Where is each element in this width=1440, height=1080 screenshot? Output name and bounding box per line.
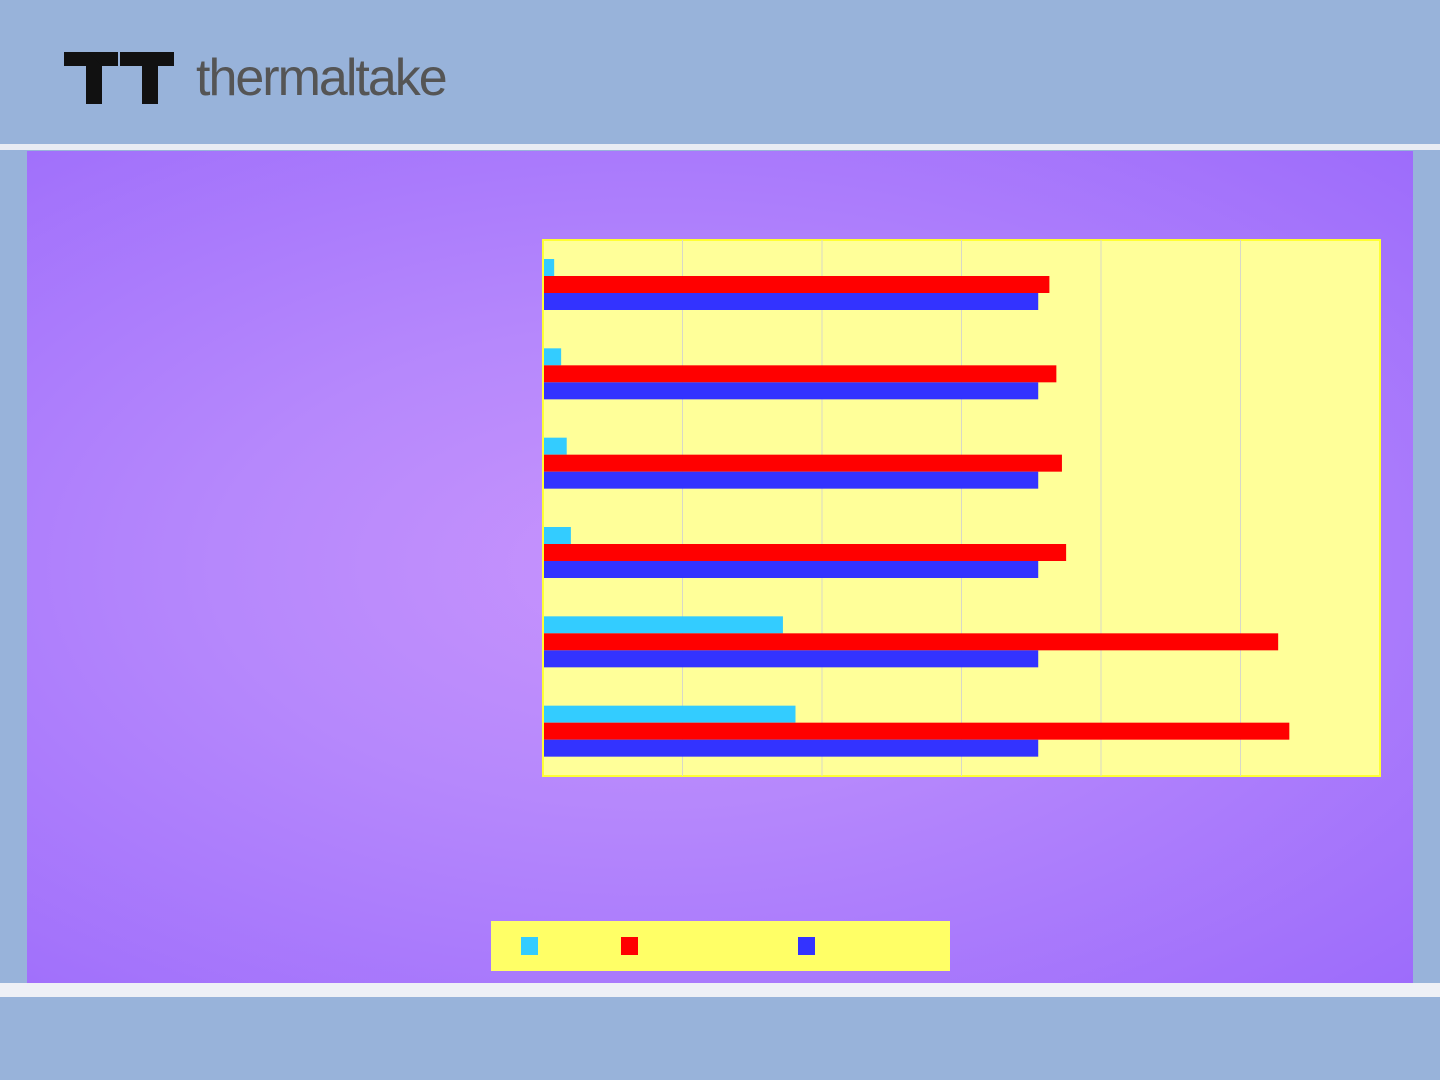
legend-swatch-series-1	[521, 937, 538, 955]
legend	[491, 921, 950, 971]
bar-series-1	[544, 705, 796, 723]
bar-series-3	[544, 382, 1039, 400]
bar-series-2	[544, 454, 1062, 472]
bar-series-3	[544, 561, 1039, 578]
legend-swatch-series-3	[798, 937, 815, 955]
bar-series-2	[544, 722, 1290, 740]
bar-series-1	[544, 348, 562, 366]
bar-series-2	[544, 365, 1057, 383]
legend-swatch-series-2	[621, 937, 638, 955]
bar-series-2	[544, 544, 1067, 561]
divider	[0, 983, 1440, 997]
bar-series-2	[544, 276, 1050, 293]
tt-logo-icon	[64, 52, 174, 104]
bar-series-1	[544, 437, 567, 455]
bar-series-3	[544, 739, 1039, 757]
divider	[0, 144, 1440, 150]
bar-series-2	[544, 633, 1279, 651]
bar-series-1	[544, 259, 555, 276]
bar-series-3	[544, 650, 1039, 668]
bar-series-3	[544, 471, 1039, 489]
header: thermaltake	[0, 0, 1440, 144]
footer	[0, 997, 1440, 1080]
bar-series-3	[544, 293, 1039, 310]
bar-series-1	[544, 527, 571, 544]
logo-text: thermaltake	[196, 49, 448, 107]
bar-series-1	[544, 616, 783, 634]
